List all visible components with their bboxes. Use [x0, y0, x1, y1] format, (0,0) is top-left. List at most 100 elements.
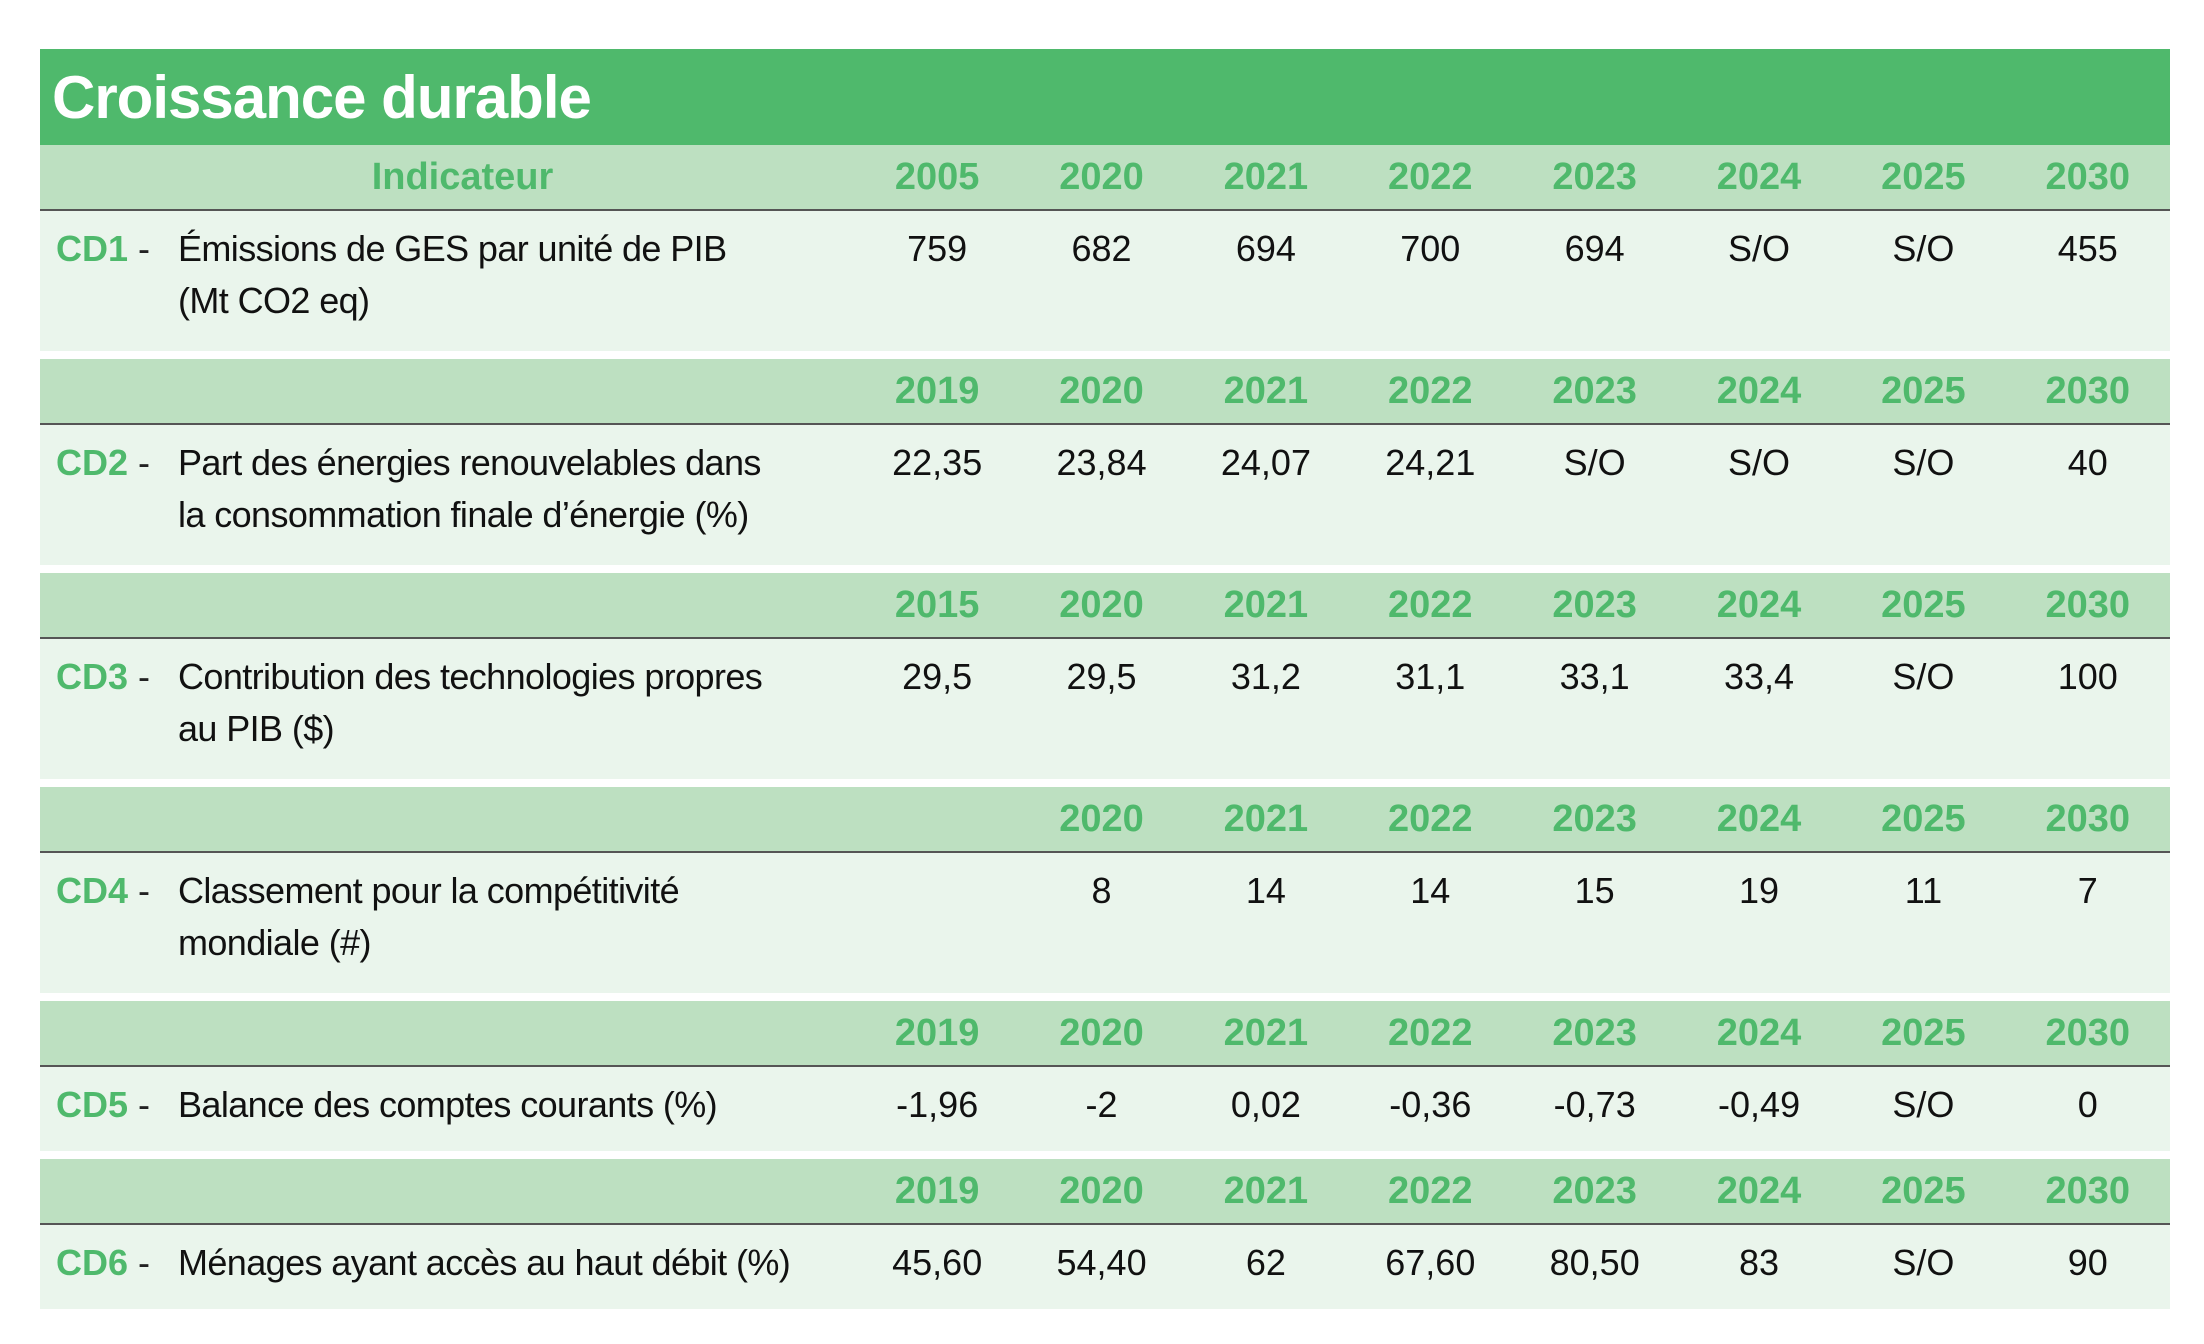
value-cell: 33,1 [1559, 656, 1630, 697]
value-cell: -2 [1085, 1084, 1118, 1125]
value-cell: S/O [1728, 228, 1791, 269]
table-row: CD3 - Contribution des technologies propr… [40, 639, 2170, 779]
description-line-1: Part des énergies renouvelables dans [178, 442, 761, 483]
value-cell: 23,84 [1056, 442, 1147, 483]
indicator-block-cd5: 2019 2020 2021 2022 2023 2024 2025 2030 CD5 - Bal… [40, 993, 2170, 1151]
year-header: 2023 [1552, 1011, 1637, 1054]
value-cell: 759 [907, 228, 968, 269]
value-cell: 14 [1410, 870, 1451, 911]
indicator-code-text: CD1 [56, 228, 129, 269]
year-header: 2023 [1552, 1169, 1637, 1212]
year-header: 2022 [1388, 369, 1473, 412]
value-cell: 682 [1071, 228, 1132, 269]
value-cell: S/O [1892, 656, 1955, 697]
year-header: 2019 [894, 369, 980, 412]
indicator-description: Classement pour la compétitivité mondiale… [158, 865, 855, 969]
year-header: 2021 [1223, 797, 1309, 840]
value-cell: S/O [1892, 1242, 1955, 1283]
year-header: 2030 [2045, 155, 2131, 198]
table-row: CD6 - Ménages ayant accès au haut débit (… [40, 1225, 2170, 1309]
description-line-1: Balance des comptes courants (%) [178, 1084, 718, 1125]
description-line-1: Ménages ayant accès au haut débit (%) [178, 1242, 791, 1283]
year-header: 2020 [1059, 583, 1144, 626]
table-row: CD5 - Balance des comptes courants (%) -1,… [40, 1067, 2170, 1151]
indicator-table: Croissance durable Indicateur 2005 2020 202… [40, 49, 2170, 1309]
year-header: 2023 [1552, 797, 1637, 840]
indicator-code: CD5 - [40, 1079, 158, 1131]
value-cell: -0,49 [1718, 1084, 1801, 1125]
header-label: Indicateur [371, 155, 554, 198]
year-header: 2021 [1223, 1169, 1309, 1212]
year-header: 2020 [1059, 1011, 1144, 1054]
year-header: 2024 [1716, 369, 1802, 412]
value-cell: 31,2 [1230, 656, 1301, 697]
year-header: 2015 [894, 583, 980, 626]
year-header: 2022 [1388, 1169, 1473, 1212]
indicator-block-cd2: 2019 2020 2021 2022 2023 2024 2025 2030 CD2 - Par… [40, 351, 2170, 565]
year-header-row: 2019 2020 2021 2022 2023 2024 2025 2030 [40, 359, 2170, 425]
code-separator: - [128, 442, 151, 483]
value-cell: 700 [1400, 228, 1461, 269]
year-header: 2024 [1716, 797, 1802, 840]
code-separator: - [128, 656, 151, 697]
value-cell: 33,4 [1724, 656, 1795, 697]
value-cell: 694 [1235, 228, 1296, 269]
year-header-row: 2020 2021 2022 2023 2024 2025 2030 [40, 787, 2170, 853]
indicator-description: Contribution des technologies propres au … [158, 651, 855, 755]
description-line-2: la consommation finale d’énergie (%) [178, 494, 749, 535]
year-header-row: 2015 2020 2021 2022 2023 2024 2025 2030 [40, 573, 2170, 639]
title-bar: Croissance durable [40, 49, 2170, 145]
value-cell: -0,36 [1389, 1084, 1472, 1125]
value-cell: 0 [2077, 1084, 2098, 1125]
value-cell: 8 [1091, 870, 1112, 911]
value-cell: 7 [2077, 870, 2098, 911]
year-header: 2020 [1059, 1169, 1144, 1212]
year-header-row: 2019 2020 2021 2022 2023 2024 2025 2030 [40, 1001, 2170, 1067]
value-cell: 15 [1574, 870, 1615, 911]
year-header: 2005 [894, 155, 980, 198]
value-cell: 19 [1739, 870, 1780, 911]
year-header: 2022 [1388, 797, 1473, 840]
indicator-code-text: CD5 [56, 1084, 129, 1125]
indicator-block-cd4: 2020 2021 2022 2023 2024 2025 2030 CD4 - Classem… [40, 779, 2170, 993]
value-cell: S/O [1563, 442, 1626, 483]
year-header: 2023 [1552, 369, 1637, 412]
year-header: 2019 [894, 1011, 980, 1054]
year-header: 2030 [2045, 797, 2131, 840]
value-cell: 11 [1904, 870, 1943, 911]
value-cell: 45,60 [892, 1242, 983, 1283]
year-header: 2023 [1552, 155, 1637, 198]
indicator-description: Balance des comptes courants (%) [158, 1079, 855, 1131]
year-header: 2021 [1223, 369, 1309, 412]
year-header: 2024 [1716, 583, 1802, 626]
block-gap [40, 779, 2170, 787]
indicator-code-text: CD2 [56, 442, 129, 483]
description-line-2: mondiale (#) [178, 922, 372, 963]
value-cell: 694 [1564, 228, 1625, 269]
value-cell: 62 [1245, 1242, 1286, 1283]
table-body: Indicateur 2005 2020 2021 2022 2023 2024 2025 20… [40, 145, 2170, 1309]
description-line-1: Émissions de GES par unité de PIB [178, 228, 727, 269]
year-header: 2024 [1716, 1011, 1802, 1054]
indicator-code: CD4 - [40, 865, 158, 917]
year-header: 2025 [1881, 797, 1966, 840]
value-cell: 24,07 [1220, 442, 1311, 483]
value-cell: -1,96 [896, 1084, 979, 1125]
year-header-row: Indicateur 2005 2020 2021 2022 2023 2024 2025 20… [40, 145, 2170, 211]
year-header: 2020 [1059, 155, 1144, 198]
value-cell: 67,60 [1385, 1242, 1476, 1283]
value-cell: 100 [2057, 656, 2118, 697]
year-header: 2030 [2045, 1011, 2131, 1054]
value-cell: 14 [1245, 870, 1286, 911]
year-header: 2025 [1881, 369, 1966, 412]
description-line-2: au PIB ($) [178, 708, 335, 749]
value-cell: 40 [2067, 442, 2108, 483]
indicator-block-cd6: 2019 2020 2021 2022 2023 2024 2025 2030 CD6 - Mén… [40, 1151, 2170, 1309]
value-cell: 54,40 [1056, 1242, 1147, 1283]
year-header: 2020 [1059, 797, 1144, 840]
table-row: CD1 - Émissions de GES par unité de PIB (M… [40, 211, 2170, 351]
indicator-description: Émissions de GES par unité de PIB (Mt CO2… [158, 223, 855, 327]
indicator-code: CD2 - [40, 437, 158, 489]
description-line-1: Classement pour la compétitivité [178, 870, 680, 911]
code-separator: - [128, 1084, 151, 1125]
